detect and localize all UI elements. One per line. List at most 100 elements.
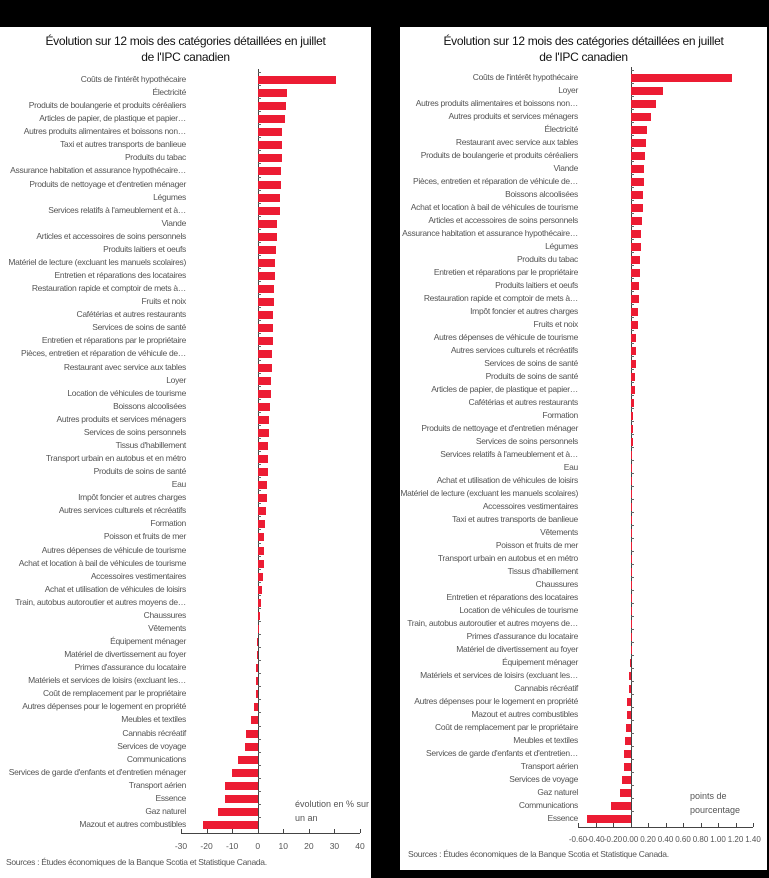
bar-row: Accessoires vestimentaires — [0, 570, 186, 583]
y-tick — [257, 241, 261, 243]
y-tick — [257, 124, 261, 126]
category-label: Gaz naturel — [537, 787, 578, 797]
y-tick — [257, 542, 261, 544]
y-tick — [630, 811, 634, 812]
right-note-line-2: pourcentage — [690, 805, 741, 815]
data-bar — [630, 451, 633, 459]
bar-row: Essence — [0, 792, 186, 805]
category-label: Meubles et textiles — [513, 735, 578, 745]
data-bar — [257, 520, 265, 529]
category-label: Restaurant avec service aux tables — [455, 137, 578, 147]
category-label: Vêtements — [148, 622, 186, 633]
data-bar — [630, 412, 634, 420]
y-tick — [257, 594, 261, 596]
data-bar — [628, 672, 631, 680]
data-bar — [257, 258, 275, 267]
y-tick — [630, 499, 634, 500]
data-bar — [620, 789, 631, 797]
y-tick — [630, 96, 634, 97]
right-source-note: Sources : Études économiques de la Banqu… — [408, 849, 669, 859]
y-tick — [257, 320, 261, 322]
x-tick-label: 0.60 — [675, 835, 691, 844]
y-tick — [257, 555, 261, 557]
x-tick — [232, 829, 234, 834]
y-tick — [257, 699, 261, 701]
data-bar — [630, 100, 656, 108]
y-axis-line — [630, 67, 632, 825]
data-bar — [623, 763, 631, 771]
category-label: Pièces, entretien et réparation de véhic… — [413, 176, 578, 186]
bar-row: Transport urbain en autobus et en métro — [400, 552, 578, 565]
category-label: Produits du tabac — [516, 254, 578, 264]
category-label: Eau — [171, 479, 187, 490]
bar-row: Articles de papier, de plastique et papi… — [0, 112, 186, 125]
bar-row: Viande — [0, 217, 186, 230]
y-tick — [630, 408, 634, 409]
y-tick — [257, 294, 261, 296]
bar-row: Essence — [400, 812, 578, 825]
data-bar — [628, 685, 631, 693]
y-tick — [630, 655, 634, 656]
y-tick — [630, 369, 634, 370]
data-bar — [630, 334, 636, 342]
bar-row: Impôt foncier et autres charges — [0, 491, 186, 504]
y-tick — [257, 647, 261, 649]
y-tick — [630, 356, 634, 357]
data-bar — [630, 191, 643, 199]
bar-row: Achat et location à bail de véhicules de… — [400, 201, 579, 214]
category-label: Primes d'assurance du locataire — [466, 631, 579, 641]
category-label: Articles et accessoires de soins personn… — [36, 230, 186, 241]
y-tick — [630, 473, 634, 474]
x-tick-label: -0.60 — [568, 835, 588, 844]
category-label: Autres dépenses pour le logement en prop… — [22, 701, 186, 712]
y-tick — [257, 738, 261, 740]
category-label: Fruits et noix — [533, 319, 579, 329]
category-label: Transport urbain en autobus et en métro — [45, 453, 186, 464]
x-tick — [665, 823, 667, 827]
category-label: Formation — [150, 518, 186, 529]
category-label: Loyer — [166, 374, 186, 385]
bar-row: Services de garde d'enfants et d'entreti… — [0, 766, 187, 779]
data-bar — [625, 737, 631, 745]
y-tick — [257, 333, 261, 335]
y-tick — [257, 254, 261, 256]
x-tick-label: 1.40 — [745, 835, 761, 844]
category-label: Autres produits et services ménagers — [448, 111, 578, 121]
category-label: Achat et location à bail de véhicules de… — [410, 202, 579, 212]
category-label: Assurance habitation et assurance hypoth… — [402, 228, 578, 238]
y-tick — [257, 686, 261, 688]
category-label: Gaz naturel — [145, 805, 186, 816]
category-label: Meubles et textiles — [121, 714, 186, 725]
y-tick — [257, 281, 261, 283]
bar-row: Coûts de l'intérêt hypothécaire — [400, 71, 579, 84]
x-tick — [578, 823, 579, 827]
x-tick — [718, 823, 719, 827]
y-tick — [630, 551, 634, 552]
category-label: Eau — [563, 462, 579, 472]
y-tick — [630, 135, 634, 136]
category-label: Transport aérien — [128, 779, 187, 790]
data-bar — [257, 298, 274, 307]
y-tick — [257, 437, 261, 439]
data-bar — [257, 533, 265, 542]
bar-row: Restauration rapide et comptoir de mets … — [400, 292, 578, 305]
data-bar — [257, 154, 282, 163]
y-tick — [257, 568, 261, 570]
category-label: Coûts de l'intérêt hypothécaire — [472, 72, 579, 82]
y-tick — [257, 176, 261, 178]
data-bar — [257, 585, 262, 594]
y-tick — [630, 265, 634, 266]
category-label: Articles et accessoires de soins personn… — [428, 215, 578, 225]
data-bar — [630, 139, 647, 147]
bar-row: Autres dépenses de véhicule de tourisme — [0, 544, 187, 557]
data-bar — [630, 256, 641, 264]
bar-row: Électricité — [400, 123, 578, 136]
data-bar — [257, 455, 268, 464]
y-tick — [257, 137, 261, 139]
category-label: Équipement ménager — [502, 657, 578, 667]
y-tick — [257, 529, 261, 531]
y-tick — [630, 278, 634, 279]
category-label: Électricité — [544, 124, 578, 134]
bar-row: Matériel de lecture (excluant les manuel… — [400, 487, 578, 500]
category-label: Services de soins personnels — [83, 426, 186, 437]
